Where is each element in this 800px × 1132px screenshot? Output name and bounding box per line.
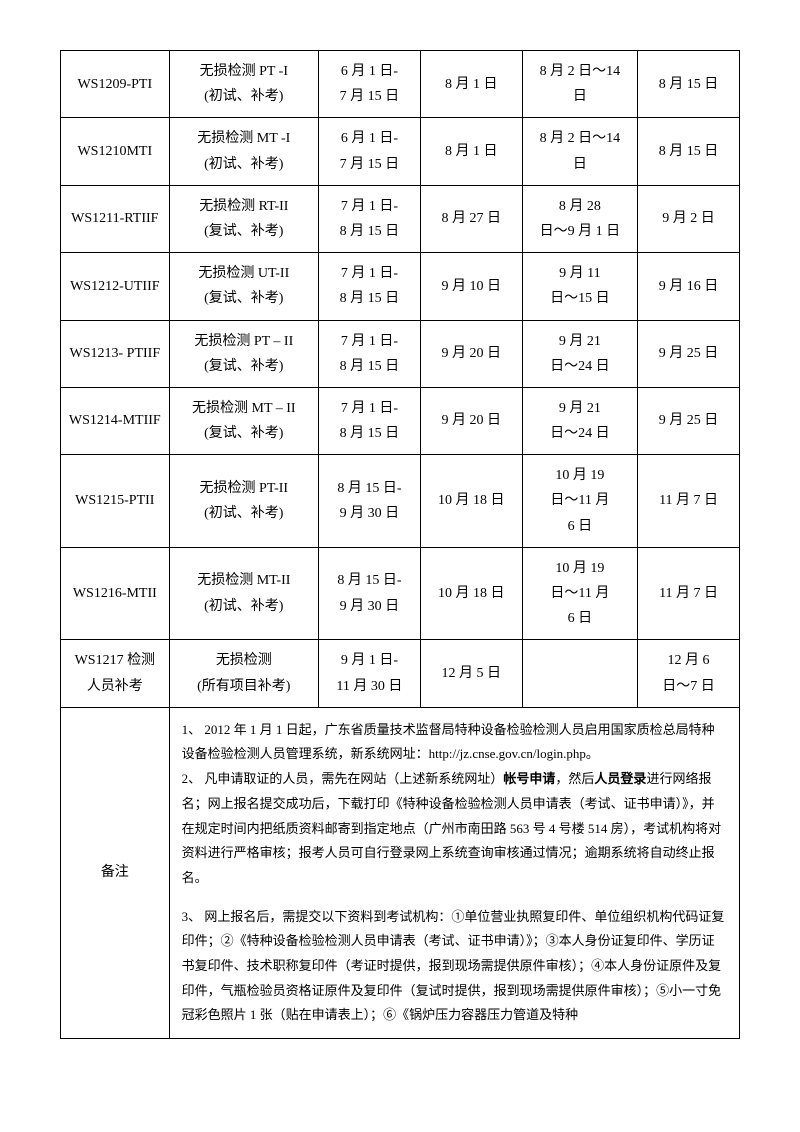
date4-cell: 9 月 2 日 xyxy=(638,185,740,252)
date1-cell: 7 月 1 日-8 月 15 日 xyxy=(319,387,421,454)
date3-cell: 8 月 2 日～14日 xyxy=(522,51,637,118)
table-row: WS1209-PTI无损检测 PT -I(初试、补考)6 月 1 日-7 月 1… xyxy=(61,51,740,118)
name-cell: 无损检测 MT-II(初试、补考) xyxy=(169,547,318,640)
code-cell: WS1211-RTIIF xyxy=(61,185,170,252)
date2-cell: 8 月 1 日 xyxy=(420,51,522,118)
date4-cell: 12 月 6日～7 日 xyxy=(638,640,740,707)
date4-cell: 8 月 15 日 xyxy=(638,118,740,185)
table-row: WS1216-MTII无损检测 MT-II(初试、补考)8 月 15 日-9 月… xyxy=(61,547,740,640)
name-cell: 无损检测 PT – II(复试、补考) xyxy=(169,320,318,387)
date3-cell xyxy=(522,640,637,707)
code-cell: WS1217 检测人员补考 xyxy=(61,640,170,707)
date2-cell: 9 月 20 日 xyxy=(420,320,522,387)
date4-cell: 11 月 7 日 xyxy=(638,547,740,640)
date2-cell: 10 月 18 日 xyxy=(420,455,522,548)
date3-cell: 10 月 19日～11 月6 日 xyxy=(522,547,637,640)
date1-cell: 6 月 1 日-7 月 15 日 xyxy=(319,118,421,185)
date2-cell: 8 月 27 日 xyxy=(420,185,522,252)
code-cell: WS1216-MTII xyxy=(61,547,170,640)
date3-cell: 8 月 2 日～14日 xyxy=(522,118,637,185)
date2-cell: 12 月 5 日 xyxy=(420,640,522,707)
schedule-table: WS1209-PTI无损检测 PT -I(初试、补考)6 月 1 日-7 月 1… xyxy=(60,50,740,1039)
code-cell: WS1214-MTIIF xyxy=(61,387,170,454)
note-paragraph-1: 1、 2012 年 1 月 1 日起，广东省质量技术监督局特种设备检验检测人员启… xyxy=(182,718,727,767)
date2-cell: 9 月 10 日 xyxy=(420,253,522,320)
name-cell: 无损检测 UT-II(复试、补考) xyxy=(169,253,318,320)
date4-cell: 9 月 25 日 xyxy=(638,387,740,454)
date2-cell: 9 月 20 日 xyxy=(420,387,522,454)
notes-row: 备注1、 2012 年 1 月 1 日起，广东省质量技术监督局特种设备检验检测人… xyxy=(61,707,740,1038)
name-cell: 无损检测 RT-II(复试、补考) xyxy=(169,185,318,252)
date1-cell: 7 月 1 日-8 月 15 日 xyxy=(319,253,421,320)
table-row: WS1214-MTIIF无损检测 MT – II(复试、补考)7 月 1 日-8… xyxy=(61,387,740,454)
date1-cell: 7 月 1 日-8 月 15 日 xyxy=(319,185,421,252)
table-row: WS1217 检测人员补考无损检测(所有项目补考)9 月 1 日-11 月 30… xyxy=(61,640,740,707)
notes-content-cell: 1、 2012 年 1 月 1 日起，广东省质量技术监督局特种设备检验检测人员启… xyxy=(169,707,739,1038)
code-cell: WS1210MTI xyxy=(61,118,170,185)
date2-cell: 8 月 1 日 xyxy=(420,118,522,185)
date3-cell: 9 月 11日～15 日 xyxy=(522,253,637,320)
date4-cell: 9 月 16 日 xyxy=(638,253,740,320)
date3-cell: 10 月 19日～11 月6 日 xyxy=(522,455,637,548)
name-cell: 无损检测(所有项目补考) xyxy=(169,640,318,707)
date3-cell: 9 月 21日～24 日 xyxy=(522,387,637,454)
code-cell: WS1212-UTIIF xyxy=(61,253,170,320)
table-row: WS1215-PTII无损检测 PT-II(初试、补考)8 月 15 日-9 月… xyxy=(61,455,740,548)
table-row: WS1212-UTIIF无损检测 UT-II(复试、补考)7 月 1 日-8 月… xyxy=(61,253,740,320)
date4-cell: 11 月 7 日 xyxy=(638,455,740,548)
code-cell: WS1215-PTII xyxy=(61,455,170,548)
name-cell: 无损检测 MT -I(初试、补考) xyxy=(169,118,318,185)
date1-cell: 9 月 1 日-11 月 30 日 xyxy=(319,640,421,707)
note-paragraph-3: 3、 网上报名后，需提交以下资料到考试机构：①单位营业执照复印件、单位组织机构代… xyxy=(182,905,727,1028)
code-cell: WS1209-PTI xyxy=(61,51,170,118)
date3-cell: 9 月 21日～24 日 xyxy=(522,320,637,387)
name-cell: 无损检测 MT – II(复试、补考) xyxy=(169,387,318,454)
date3-cell: 8 月 28日～9 月 1 日 xyxy=(522,185,637,252)
note-paragraph-2: 2、 凡申请取证的人员，需先在网站（上述新系统网址）帐号申请，然后人员登录进行网… xyxy=(182,767,727,890)
table-row: WS1211-RTIIF无损检测 RT-II(复试、补考)7 月 1 日-8 月… xyxy=(61,185,740,252)
date1-cell: 6 月 1 日-7 月 15 日 xyxy=(319,51,421,118)
notes-label-cell: 备注 xyxy=(61,707,170,1038)
date1-cell: 7 月 1 日-8 月 15 日 xyxy=(319,320,421,387)
code-cell: WS1213- PTIIF xyxy=(61,320,170,387)
name-cell: 无损检测 PT -I(初试、补考) xyxy=(169,51,318,118)
date1-cell: 8 月 15 日-9 月 30 日 xyxy=(319,547,421,640)
table-row: WS1213- PTIIF无损检测 PT – II(复试、补考)7 月 1 日-… xyxy=(61,320,740,387)
date1-cell: 8 月 15 日-9 月 30 日 xyxy=(319,455,421,548)
date2-cell: 10 月 18 日 xyxy=(420,547,522,640)
table-row: WS1210MTI无损检测 MT -I(初试、补考)6 月 1 日-7 月 15… xyxy=(61,118,740,185)
name-cell: 无损检测 PT-II(初试、补考) xyxy=(169,455,318,548)
date4-cell: 9 月 25 日 xyxy=(638,320,740,387)
date4-cell: 8 月 15 日 xyxy=(638,51,740,118)
